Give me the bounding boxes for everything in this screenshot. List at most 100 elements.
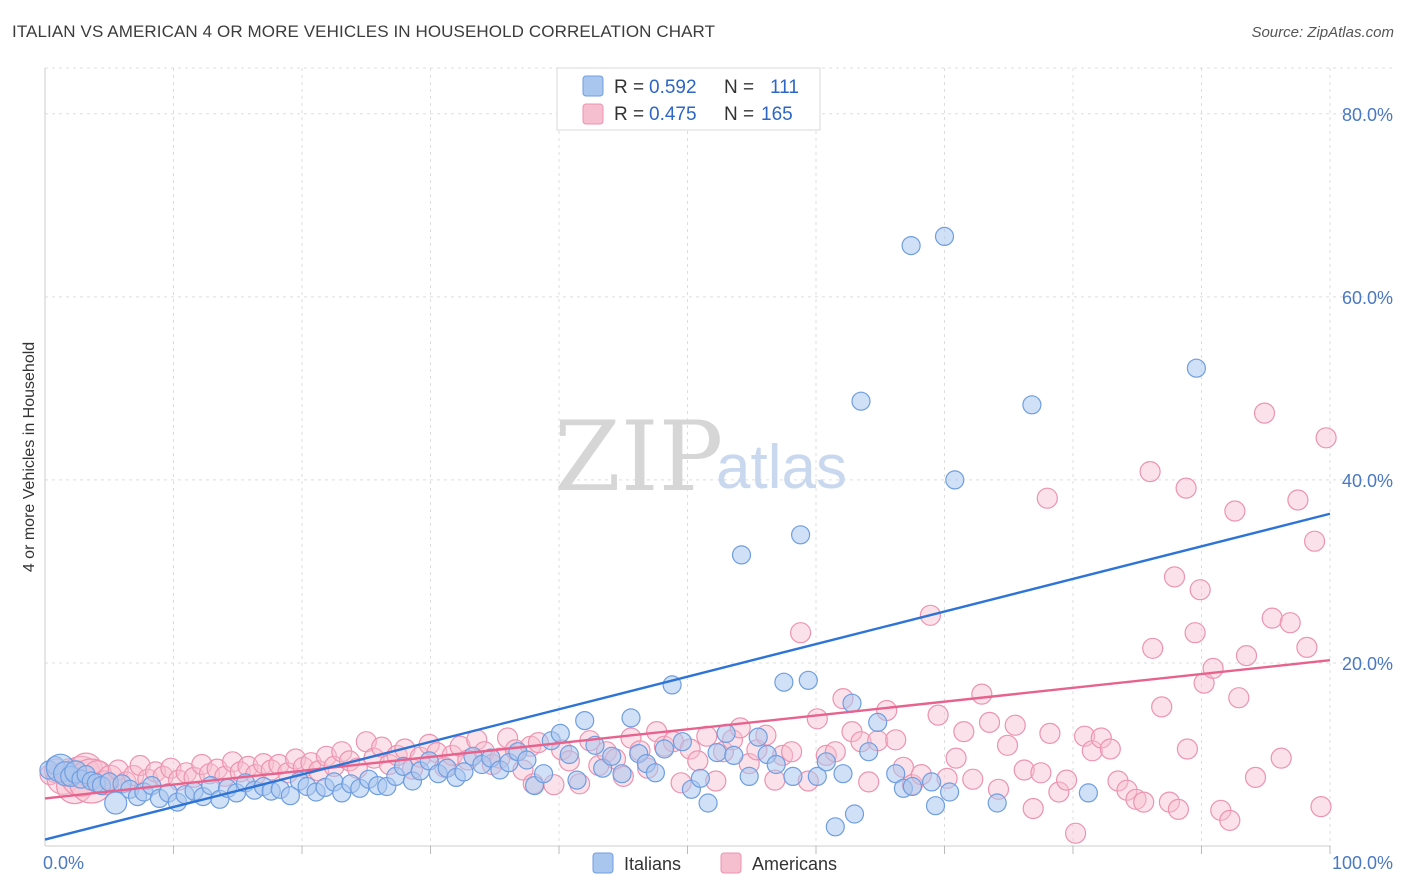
italian-point	[842, 693, 862, 713]
italian-point	[833, 764, 853, 784]
watermark: ZIP atlas	[554, 401, 847, 513]
italian-point	[550, 723, 570, 744]
italian-point	[707, 742, 727, 763]
italian-point	[698, 793, 718, 813]
italian-point	[645, 763, 666, 783]
american-point	[971, 683, 993, 705]
italian-point	[934, 226, 955, 246]
italian-point	[987, 793, 1007, 813]
italian-point	[783, 766, 803, 787]
american-point	[1139, 461, 1161, 483]
american-point	[1004, 714, 1026, 736]
american-point	[858, 771, 880, 793]
italian-point	[612, 764, 632, 784]
american-point	[1064, 822, 1087, 844]
italian-point	[945, 470, 965, 490]
american-point	[1090, 727, 1112, 749]
american-point	[1081, 740, 1103, 762]
italian-point	[798, 670, 818, 690]
y-tick-label: 80.0%	[1342, 105, 1393, 125]
american-point	[1151, 696, 1173, 718]
american-point	[1167, 798, 1190, 821]
watermark-zip-text: ZIP	[554, 401, 723, 513]
correlation-legend: R = 0.592 N = 111 R = 0.475 N = 165	[556, 67, 821, 131]
american-point	[945, 747, 967, 769]
italian-point	[1186, 358, 1207, 378]
american-point	[1036, 487, 1058, 509]
italian-point	[1022, 395, 1042, 415]
american-point	[1261, 607, 1283, 629]
american-point	[1107, 770, 1129, 792]
italian-point	[621, 708, 641, 728]
american-point	[1133, 791, 1155, 813]
italian-point	[868, 712, 888, 733]
italian-point	[921, 772, 942, 792]
american-point	[1030, 762, 1052, 784]
italian-point	[672, 732, 693, 752]
american-point	[1253, 402, 1276, 424]
american-point	[1202, 657, 1224, 680]
american-point	[1287, 489, 1309, 511]
bottom-legend-italians-label: Italians	[624, 854, 681, 874]
italian-point	[567, 770, 587, 790]
american-point	[1296, 636, 1318, 659]
american-point	[1184, 622, 1206, 644]
italian-point	[559, 744, 579, 765]
italian-point	[731, 545, 752, 565]
american-point	[996, 734, 1019, 756]
american-point	[687, 750, 709, 772]
italian-point	[859, 742, 879, 762]
italian-point	[774, 672, 794, 692]
italian-point	[748, 727, 768, 747]
italian-point	[816, 752, 836, 772]
italians-points	[39, 226, 1207, 837]
italian-point	[533, 764, 554, 784]
american-point	[1055, 769, 1078, 791]
legend-americans-swatch	[582, 103, 604, 125]
italian-point	[454, 762, 474, 782]
italian-point	[690, 768, 711, 788]
watermark-atlas-text: atlas	[716, 433, 847, 502]
italian-point	[724, 745, 744, 766]
italian-point	[716, 723, 736, 744]
italian-point	[602, 746, 622, 766]
bottom-legend-americans-label: Americans	[752, 854, 837, 874]
italian-point	[925, 796, 946, 816]
american-point	[1219, 809, 1241, 832]
italian-point	[280, 786, 300, 806]
american-point	[1224, 500, 1246, 522]
y-axis-title: 4 or more Vehicles in Household	[21, 342, 38, 572]
italian-point	[844, 804, 865, 824]
american-point	[696, 725, 718, 747]
american-point	[1163, 566, 1186, 588]
italian-point	[1078, 783, 1099, 803]
american-point	[978, 711, 1001, 734]
italian-point	[902, 776, 923, 797]
american-point	[962, 768, 984, 790]
chart-source: Source: ZipAtlas.com	[1251, 24, 1394, 41]
american-point	[1310, 795, 1332, 818]
italian-point	[851, 391, 871, 411]
italian-point	[807, 766, 827, 787]
american-point	[1116, 779, 1138, 801]
bottom-legend-italians-swatch	[592, 852, 614, 874]
american-point	[1235, 644, 1258, 667]
italians-trend-line	[44, 512, 1331, 841]
american-point	[885, 729, 907, 751]
american-point	[953, 720, 975, 743]
american-point	[1099, 738, 1121, 760]
american-point	[789, 622, 812, 644]
x-tick-label: 0.0%	[43, 853, 84, 873]
italian-point	[739, 766, 759, 787]
legend-americans-n-label: N =	[724, 104, 754, 125]
american-point	[1158, 791, 1181, 813]
legend-italians-n-value: 111	[770, 77, 799, 98]
italian-point	[575, 710, 595, 731]
y-tick-label: 20.0%	[1342, 654, 1393, 674]
americans-trend-line	[44, 659, 1331, 800]
american-point	[1228, 687, 1250, 709]
italian-point	[654, 739, 675, 759]
italian-point	[766, 754, 786, 775]
american-point	[1039, 722, 1061, 745]
